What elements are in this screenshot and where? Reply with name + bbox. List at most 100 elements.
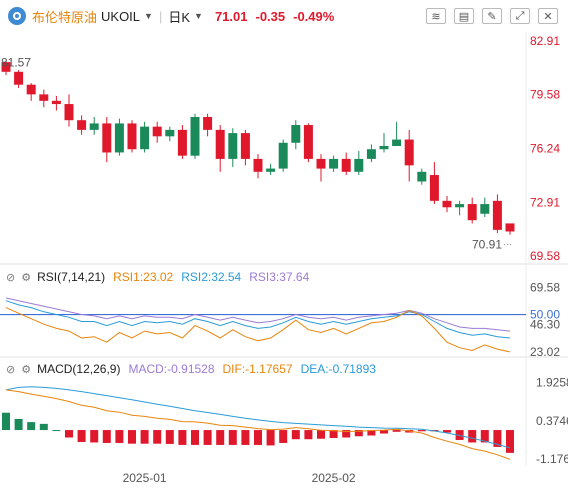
- macd-histogram-bar: [153, 430, 162, 444]
- macd-histogram-bar: [52, 430, 61, 432]
- macd-histogram-bar: [380, 430, 388, 434]
- candle-body: [39, 94, 49, 101]
- candle-body: [316, 158, 326, 169]
- rsi1-value: RSI1:23.02: [113, 270, 174, 284]
- macd-dea-line: [5, 386, 511, 449]
- symbol-code[interactable]: UKOIL: [101, 8, 141, 24]
- candle-body: [480, 204, 490, 214]
- candle-body: [417, 171, 427, 182]
- pen-icon[interactable]: ✎: [482, 8, 502, 24]
- candle-body: [266, 168, 276, 172]
- price-low-label: 70.91: [472, 238, 502, 252]
- candle-body: [240, 133, 250, 159]
- macd-histogram-bar: [506, 430, 514, 453]
- macd-indicator-name[interactable]: MACD(12,26,9): [37, 362, 121, 376]
- price-tick-label: 76.24: [530, 142, 560, 156]
- chevron-down-icon[interactable]: ▼: [144, 11, 153, 21]
- macd-histogram-bar: [367, 430, 376, 436]
- macd-histogram-bar: [178, 430, 187, 445]
- price-high-label: 81.57: [1, 56, 31, 70]
- macd-histogram-bar: [140, 430, 149, 444]
- macd-histogram-bar: [493, 430, 502, 447]
- symbol-logo-icon: [8, 7, 26, 25]
- macd-histogram-bar: [77, 430, 86, 442]
- macd-tick-label: -1.17657: [536, 452, 568, 466]
- candle-body: [203, 116, 213, 130]
- rsi1-line: [5, 307, 511, 353]
- settings-icon[interactable]: ⚙: [21, 362, 32, 376]
- rsi-indicator-name[interactable]: RSI(7,14,21): [37, 270, 106, 284]
- macd-histogram-bar: [128, 430, 136, 444]
- visibility-icon[interactable]: ⊘: [6, 362, 16, 376]
- price-tick-label: 82.91: [530, 34, 560, 48]
- candle-body: [442, 200, 452, 208]
- divider: |: [158, 8, 163, 24]
- candle-body: [114, 123, 124, 153]
- rsi3-value: RSI3:37.64: [249, 270, 310, 284]
- candle-body: [14, 71, 24, 85]
- candle-body: [228, 133, 238, 159]
- candle-body: [51, 100, 61, 105]
- macd-histogram-bar: [2, 412, 10, 431]
- macd-histogram-bar: [203, 430, 212, 445]
- candle-body: [291, 125, 301, 143]
- period-selector[interactable]: 日K: [168, 9, 191, 25]
- rsi-tick-label: 69.58: [530, 280, 560, 294]
- macd-histogram-bar: [14, 418, 23, 431]
- drawing-tools-icon[interactable]: ▤: [454, 8, 474, 24]
- macd-histogram-bar: [443, 430, 451, 433]
- macd-dif-line: [5, 389, 511, 460]
- candle-body: [190, 116, 200, 156]
- rsi2-value: RSI2:32.54: [181, 270, 242, 284]
- candle-body: [404, 139, 414, 166]
- fullscreen-icon[interactable]: ⤢: [510, 8, 530, 24]
- macd-histogram-bar: [102, 430, 111, 443]
- macd-histogram-bar: [317, 430, 325, 439]
- candle-body: [140, 126, 150, 150]
- rsi-tick-label: 46.30: [530, 318, 560, 332]
- macd-histogram-bar: [266, 430, 275, 446]
- macd-histogram-bar: [354, 430, 363, 437]
- macd-legend: ⊘ ⚙ MACD(12,26,9) MACD:-0.91528 DIF:-1.1…: [6, 362, 384, 376]
- chart-settings-icon[interactable]: ≋: [426, 8, 446, 24]
- candle-body: [379, 146, 389, 150]
- macd-histogram-bar: [291, 430, 300, 440]
- candle-body: [505, 223, 515, 232]
- macd-histogram-bar: [480, 430, 489, 443]
- dea-value: DEA:-0.71893: [300, 362, 376, 376]
- time-axis-label: 2025-01: [123, 471, 167, 485]
- candle-body: [366, 149, 376, 159]
- candle-body: [177, 129, 187, 156]
- candle-body: [303, 125, 313, 159]
- time-axis-label: 2025-02: [312, 471, 356, 485]
- visibility-icon[interactable]: ⊘: [6, 270, 16, 284]
- macd-histogram-bar: [228, 430, 237, 445]
- rsi-tick-label: 50.00: [530, 308, 560, 322]
- price-change-percent: -0.49%: [293, 8, 335, 24]
- chevron-down-icon[interactable]: ▼: [194, 11, 203, 21]
- candle-body: [64, 104, 74, 121]
- macd-histogram-bar: [27, 422, 36, 431]
- candle-body: [278, 142, 288, 169]
- candle-body: [215, 129, 225, 159]
- macd-histogram-bar: [342, 430, 351, 438]
- macd-histogram-bar: [279, 430, 288, 443]
- close-icon[interactable]: ✕: [538, 8, 558, 24]
- candle-body: [492, 200, 502, 230]
- macd-histogram-bar: [468, 430, 477, 443]
- macd-histogram-bar: [115, 430, 124, 443]
- candle-body: [341, 158, 351, 172]
- last-price: 71.01: [214, 8, 248, 24]
- candle-body: [354, 158, 364, 172]
- symbol-name[interactable]: 布伦特原油: [32, 9, 98, 25]
- settings-icon[interactable]: ⚙: [21, 270, 32, 284]
- macd-histogram-bar: [254, 430, 262, 445]
- macd-histogram-bar: [90, 430, 99, 443]
- rsi3-line: [5, 297, 511, 332]
- price-tick-label: 72.91: [530, 195, 560, 209]
- candle-body: [329, 158, 339, 169]
- macd-histogram-bar: [216, 430, 225, 445]
- macd-histogram-bar: [417, 430, 426, 432]
- candle-body: [89, 123, 99, 130]
